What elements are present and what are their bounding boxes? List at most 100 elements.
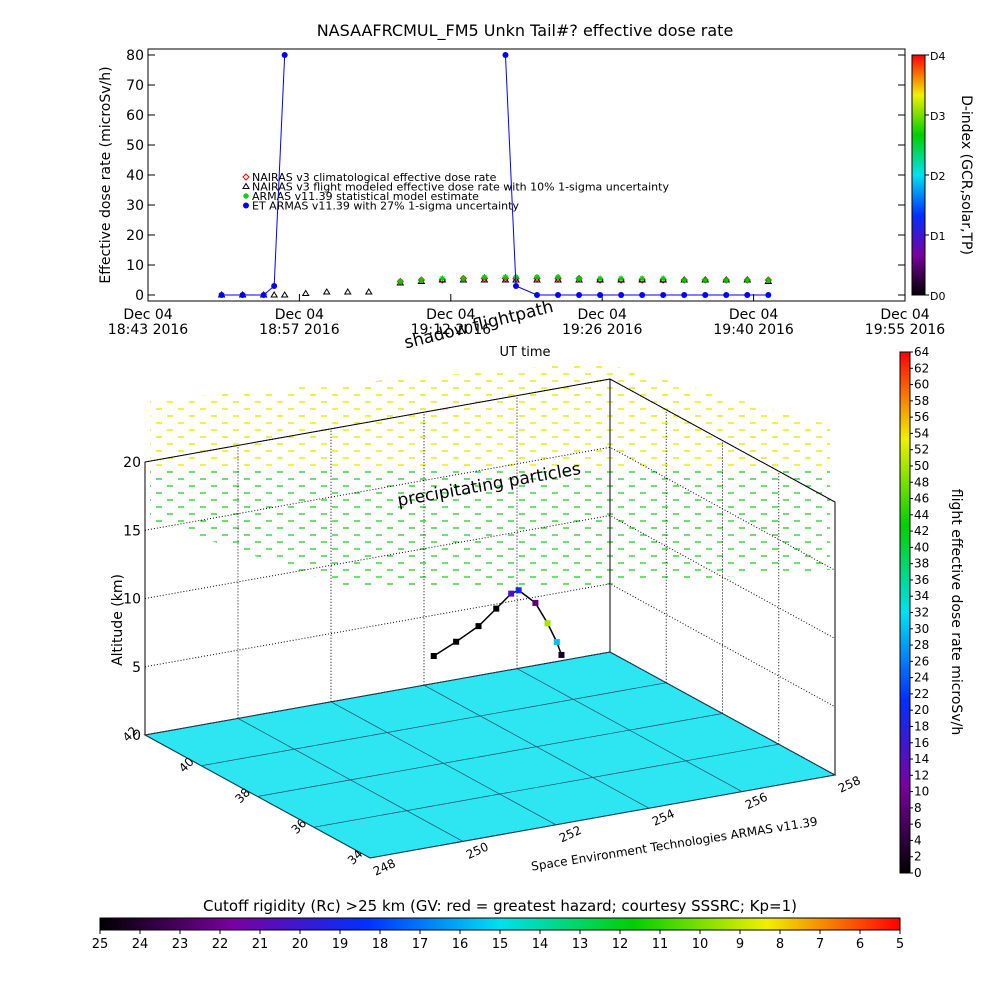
colorbar-label: flight effective dose rate microSv/h: [948, 489, 964, 735]
data-point: [555, 274, 562, 280]
flight-point: [558, 651, 565, 658]
flight-point: [430, 653, 437, 659]
colorbar-tick-label: 24: [914, 671, 929, 685]
x-tick-label: Dec 04: [426, 307, 475, 323]
y-tick-label: 60: [126, 108, 144, 124]
colorbar-tick-label: 14: [914, 752, 929, 766]
flight-point: [515, 587, 522, 594]
y-tick-label: 10: [126, 258, 144, 274]
data-point: [242, 182, 250, 189]
data-point: [534, 274, 541, 280]
colorbar-tick-label: 9: [736, 937, 744, 952]
x-tick-label: 254: [650, 806, 677, 828]
colorbar-tick-label: 12: [914, 768, 929, 782]
colorbar-tick-label: 6: [856, 937, 864, 952]
data-point: [243, 202, 249, 209]
data-point: [702, 277, 709, 283]
data-point: [270, 291, 279, 298]
flight-point: [544, 620, 551, 627]
data-point: [597, 275, 604, 282]
colorbar-tick-label: 0: [914, 866, 922, 880]
x-axis-label: UT time: [500, 345, 551, 360]
credit: Space Environment Technologies ARMAS v11…: [530, 814, 818, 873]
data-point: [439, 275, 446, 282]
colorbar-label: D-index (GCR,solar,TP): [958, 95, 974, 255]
x-tick-label: Dec 04: [729, 307, 778, 323]
grid-line: [201, 682, 667, 767]
colorbar-tick-label: 18: [372, 937, 389, 952]
z-tick-label: 5: [132, 660, 141, 676]
colorbar-tick-label: 20: [292, 937, 309, 952]
data-point: [502, 274, 509, 280]
colorbar-tick-label: 2: [914, 850, 922, 864]
flight-point: [532, 599, 539, 606]
colorbar-tick-label: 10: [692, 937, 709, 952]
colorbar-tick-label: D1: [930, 230, 945, 243]
particles-texture: [150, 362, 830, 470]
x-tick-label: Dec 04: [578, 307, 627, 323]
z-tick-label: 10: [123, 592, 141, 608]
colorbar-tick-label: 32: [914, 606, 929, 620]
series-line: [504, 54, 769, 296]
data-point: [218, 292, 225, 298]
x-tick-label: Dec 04: [275, 307, 324, 323]
chart-title: NASAAFRCMUL_FM5 Unkn Tail#? effective do…: [317, 21, 734, 41]
colorbar-tick-label: 19: [332, 937, 349, 952]
x-tick-label: 250: [464, 840, 491, 862]
flight-point: [453, 638, 460, 645]
colorbar-tick-label: 22: [212, 937, 229, 952]
y-tick-label: 40: [126, 168, 144, 184]
colorbar-tick-label: 62: [914, 361, 929, 375]
data-point: [239, 292, 246, 298]
grid-line: [144, 651, 611, 736]
colorbar-tick-label: 48: [914, 475, 929, 489]
colorbar-tick-label: 52: [914, 443, 929, 457]
grid-line: [369, 774, 836, 859]
colorbar-tick-label: 13: [572, 937, 589, 952]
colorbar-tick-label: 5: [896, 937, 904, 952]
colorbar-tick-label: 15: [492, 937, 509, 952]
data-point: [301, 289, 310, 296]
data-point: [723, 292, 730, 298]
colorbar-tick-label: 54: [914, 426, 929, 440]
data-point: [576, 292, 583, 298]
x-tick-label: 18:43 2016: [108, 322, 189, 338]
z-tick-label: 0: [132, 728, 141, 744]
y-tick-label: 30: [126, 198, 144, 214]
colorbar-tick-label: D0: [930, 290, 945, 303]
colorbar-tick-label: 60: [914, 378, 929, 392]
legend-label: NAIRAS v3 climatological effective dose …: [252, 171, 497, 184]
data-point: [723, 277, 730, 283]
data-point: [502, 52, 509, 58]
colorbar-tick-label: 14: [532, 937, 549, 952]
colorbar-tick-label: 12: [612, 937, 629, 952]
data-point: [322, 288, 331, 295]
colorbar-tick-label: D3: [930, 110, 945, 123]
colorbar-tick-label: 36: [914, 573, 929, 587]
data-point: [576, 275, 583, 282]
data-point: [744, 292, 751, 298]
colorbar-tick-label: 21: [252, 937, 269, 952]
data-point: [765, 277, 772, 283]
colorbar: [99, 917, 901, 931]
data-point: [480, 276, 489, 283]
colorbar-tick-label: 44: [914, 508, 929, 522]
x-tick-label: 256: [743, 790, 770, 812]
colorbar-tick-label: 20: [914, 703, 929, 717]
colorbar-tick-label: 16: [452, 937, 469, 952]
x-tick-label: 248: [371, 856, 398, 878]
data-point: [534, 292, 541, 298]
colorbar-tick-label: 23: [172, 937, 189, 952]
colorbar-tick-label: 56: [914, 410, 929, 424]
x-tick-label: 258: [836, 773, 863, 795]
y-tick-label: 70: [126, 78, 144, 94]
colorbar-tick-label: 46: [914, 492, 929, 506]
colorbar-tick-label: 34: [914, 589, 929, 603]
legend-label: ET ARMAS v11.39 with 27% 1-sigma uncerta…: [252, 200, 519, 213]
colorbar-tick-label: 7: [816, 937, 824, 952]
colorbar-tick-label: 40: [914, 540, 929, 554]
data-point: [397, 278, 404, 285]
z-tick-label: 20: [123, 455, 141, 471]
colorbar-tick-label: 18: [914, 719, 929, 733]
y-axis-label: Effective dose rate (microSv/h): [98, 66, 114, 283]
